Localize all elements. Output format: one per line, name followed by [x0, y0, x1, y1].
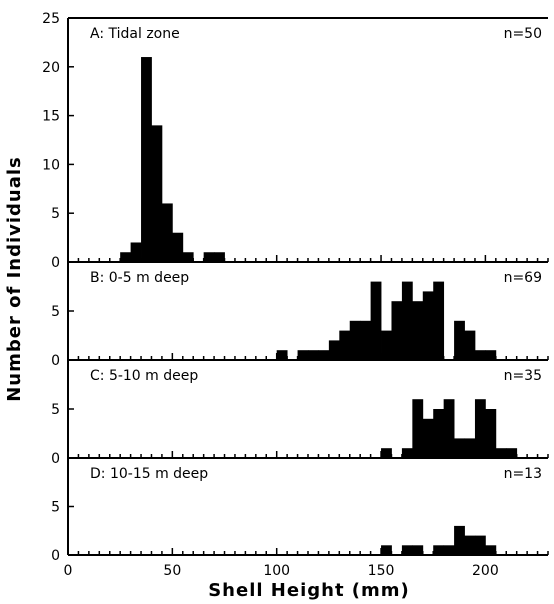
histogram-bar [412, 399, 424, 458]
histogram-bar [130, 242, 142, 262]
y-tick-label: 5 [51, 402, 60, 418]
histogram-bar [485, 350, 497, 360]
y-tick-label: 5 [51, 500, 60, 516]
histogram-bar [454, 438, 465, 458]
histogram-bar [308, 350, 319, 360]
histogram-bar [464, 330, 476, 360]
histogram-bar [318, 350, 330, 360]
histogram-bar [422, 418, 434, 458]
histogram-bar [454, 320, 465, 360]
histogram-bar [412, 301, 424, 360]
x-axis: 0 50 100 150 200 [64, 563, 499, 579]
histogram-bar [485, 409, 497, 458]
x-axis-label: Shell Height (mm) [208, 580, 410, 601]
histogram-bar [401, 281, 413, 360]
histogram-bar [172, 232, 184, 262]
histogram-bar [474, 535, 486, 555]
histogram-bar [443, 545, 455, 555]
panel-n-count: n=13 [504, 466, 542, 482]
panel-b: 0 5 B: 0-5 m deep n=69 [51, 262, 549, 369]
panel-d: 0 5 D: 10-15 m deep n=13 [51, 458, 549, 564]
histogram-bar [203, 252, 215, 262]
y-tick-label: 20 [42, 60, 60, 76]
histogram-bar [495, 448, 507, 458]
histogram-bar [391, 301, 403, 360]
x-tick-label: 100 [263, 563, 290, 579]
histogram-bar [297, 350, 309, 360]
histogram-bar [401, 448, 413, 458]
panel-a: 0 5 10 15 20 25 A: Tidal zone n=50 [42, 11, 549, 271]
histogram-bar [370, 281, 382, 360]
histogram-bar [328, 340, 340, 360]
y-tick-label: 25 [42, 11, 60, 27]
histogram-bar [433, 545, 445, 555]
histogram-bar [214, 252, 225, 262]
histogram-bar [276, 350, 288, 360]
panel-title: C: 5-10 m deep [90, 368, 198, 384]
histogram-bar [422, 291, 434, 360]
histogram-bar [120, 252, 132, 262]
panel-n-count: n=50 [504, 26, 542, 42]
histogram-bar [474, 350, 486, 360]
histogram-bar [474, 399, 486, 458]
histogram-bar [161, 203, 173, 262]
y-tick-label: 15 [42, 109, 60, 125]
panel-n-count: n=69 [504, 270, 542, 286]
histogram-bar [485, 545, 497, 555]
histogram-bar [141, 57, 152, 262]
histogram-panels: 0 5 10 15 20 25 A: Tidal zone n=50 0 5 B: 0-5 m de… [42, 11, 549, 564]
x-tick-label: 150 [368, 563, 395, 579]
histogram-bar [182, 252, 194, 262]
x-tick-label: 50 [163, 563, 181, 579]
panel-title: A: Tidal zone [90, 26, 180, 42]
y-tick-label: 5 [51, 304, 60, 320]
histogram-bar [443, 399, 455, 458]
histogram-bar [339, 330, 351, 360]
histogram-bar [151, 125, 163, 262]
histogram-bar [360, 320, 372, 360]
y-tick-label: 10 [42, 157, 60, 173]
panel-c: 0 5 C: 5-10 m deep n=35 [51, 360, 549, 467]
histogram-bar [401, 545, 413, 555]
y-tick-label: 0 [51, 451, 60, 467]
panel-n-count: n=35 [504, 368, 542, 384]
histogram-bar [349, 320, 361, 360]
y-axis-label: Number of Individuals [4, 156, 25, 402]
histogram-bar [381, 330, 392, 360]
histogram-bar [381, 545, 392, 555]
histogram-bar [433, 281, 445, 360]
histogram-bar [464, 438, 476, 458]
x-tick-label: 200 [472, 563, 499, 579]
y-tick-label: 0 [51, 548, 60, 564]
histogram-bar [464, 535, 476, 555]
histogram-bar [412, 545, 424, 555]
histogram-bar [506, 448, 518, 458]
y-tick-label: 5 [51, 206, 60, 222]
histogram-bar [454, 525, 465, 555]
histogram-bar [433, 409, 445, 458]
y-tick-label: 0 [51, 353, 60, 369]
y-tick-label: 0 [51, 255, 60, 271]
panel-title: D: 10-15 m deep [90, 466, 208, 482]
x-tick-label: 0 [64, 563, 73, 579]
panel-title: B: 0-5 m deep [90, 270, 189, 286]
histogram-bar [381, 448, 392, 458]
